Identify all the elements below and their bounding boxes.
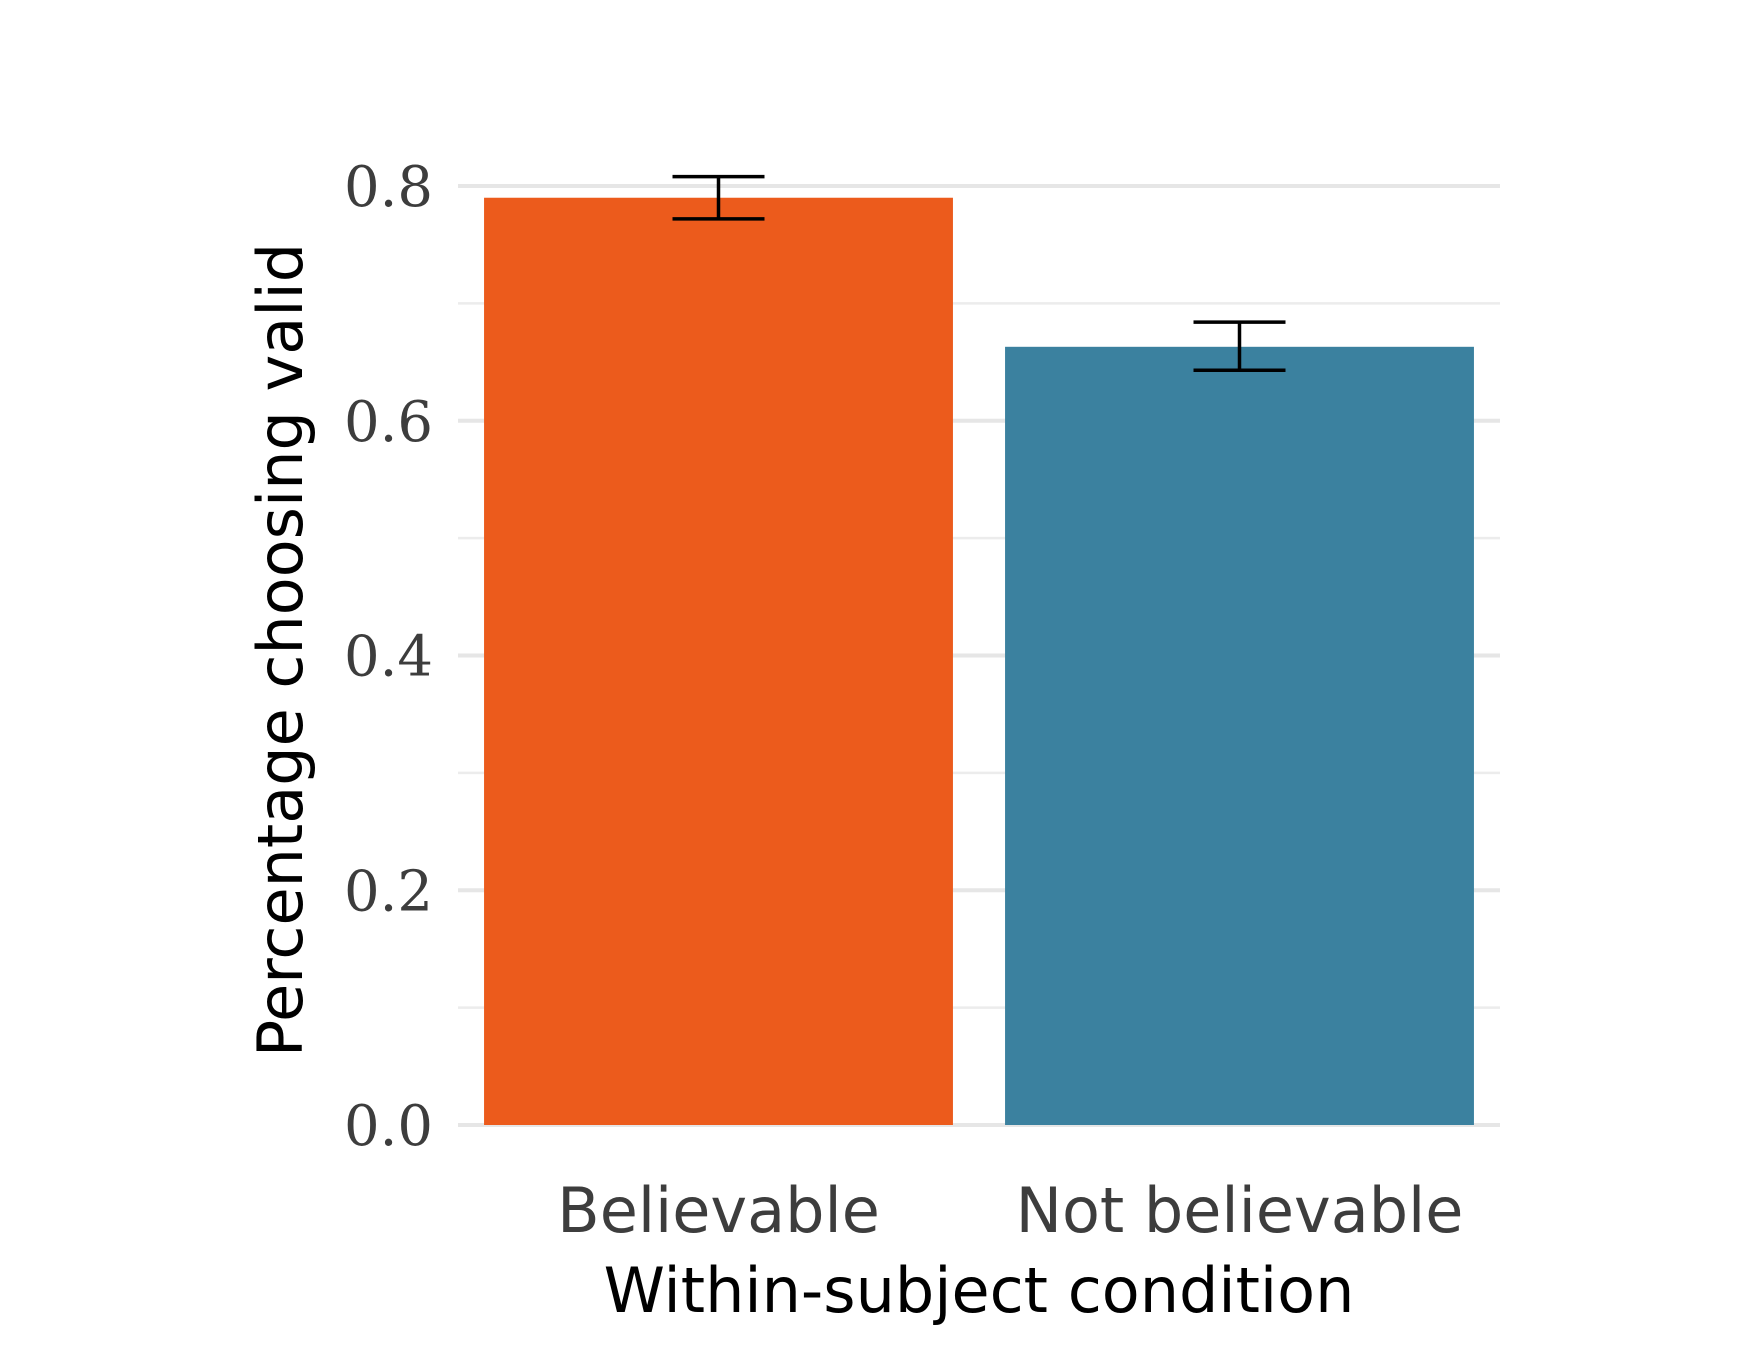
y-tick-label: 0.8 (344, 155, 433, 220)
y-axis-title: Percentage choosing valid (244, 243, 317, 1057)
x-tick-label: Believable (557, 1174, 880, 1247)
x-tick-labels: Believable Not believable (557, 1174, 1463, 1247)
y-tick-label: 0.2 (344, 859, 433, 924)
y-tick-labels: 0.0 0.2 0.4 0.6 0.8 (344, 155, 433, 1159)
x-tick-label: Not believable (1016, 1174, 1464, 1247)
y-tick-label: 0.4 (344, 625, 433, 690)
error-bars (672, 174, 1286, 373)
bar-believable (484, 197, 953, 1126)
error-bar (672, 174, 765, 221)
error-bar (1193, 320, 1286, 373)
y-tick-label: 0.6 (344, 390, 433, 455)
x-axis-title: Within-subject condition (604, 1254, 1355, 1327)
y-tick-label: 0.0 (344, 1094, 433, 1159)
bar-not-believable (1005, 346, 1474, 1126)
bars (484, 197, 1474, 1126)
